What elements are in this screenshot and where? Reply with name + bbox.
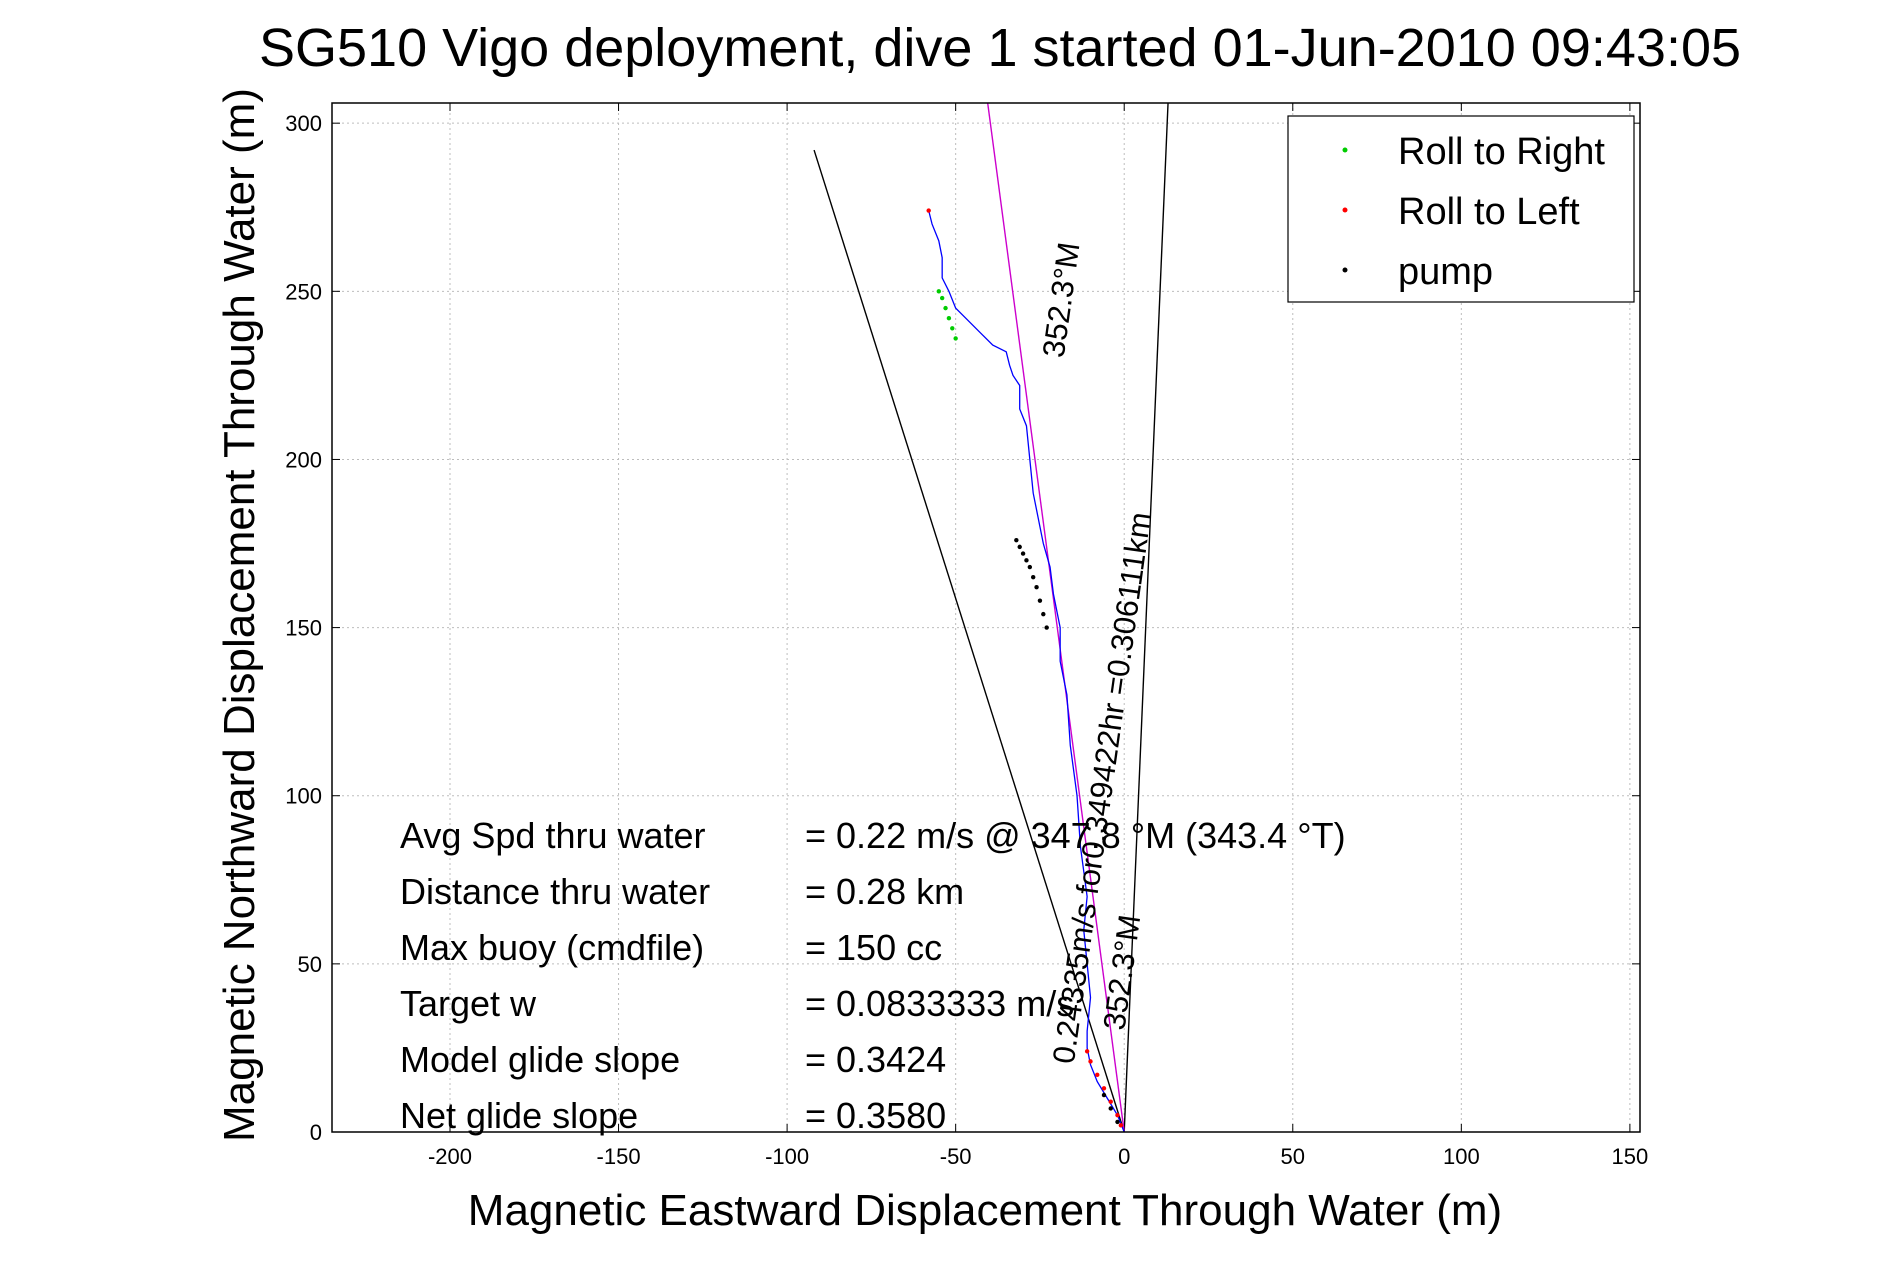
reference-lines [813,102,1169,1133]
point-pump [1034,585,1039,590]
point-roll-to-right [943,305,948,311]
y-tick-label: 50 [298,952,322,977]
stats-block: Avg Spd thru water = 0.22 m/s @ 347.8 °M … [400,815,1346,1136]
point-roll-to-left [1118,1123,1124,1128]
plot-frame [331,102,1641,1133]
reference-line [1123,102,1169,1133]
reference-line [813,149,1125,1133]
stat-label: Distance thru water [400,871,710,912]
point-pump [1017,544,1022,550]
point-roll-to-left [1101,1086,1107,1091]
point-pump [1108,1106,1113,1111]
stat-label: Model glide slope [400,1039,680,1080]
point-pump [1115,1119,1120,1125]
x-tick-label: -150 [597,1144,641,1169]
x-tick-label: 100 [1443,1144,1480,1169]
legend-label: Roll to Left [1398,191,1580,233]
x-tick-label: 50 [1281,1144,1305,1169]
chart-title: SG510 Vigo deployment, dive 1 started 01… [259,18,1741,78]
y-tick-label: 0 [310,1120,322,1145]
point-pump [1044,625,1049,630]
stat-value: = 0.3424 [805,1039,946,1080]
stat-label: Avg Spd thru water [400,815,706,856]
stat-value: = 0.3580 [805,1095,946,1136]
point-roll-to-right [953,336,958,341]
stat-label: Max buoy (cmdfile) [400,927,704,968]
y-axis-label: Magnetic Northward Displacement Through … [215,88,264,1142]
reference-line [986,102,1125,1133]
x-axis-label: Magnetic Eastward Displacement Through W… [468,1186,1502,1235]
stat-value: = 0.0833333 m/s [805,983,1074,1024]
y-tick-label: 250 [285,279,322,304]
stat-value: = 150 cc [805,927,942,968]
point-pump [1014,537,1019,543]
point-pump [1037,598,1043,603]
point-roll-to-left [926,208,931,213]
y-tick-label: 200 [285,447,322,472]
stat-label: Net glide slope [400,1095,638,1136]
point-pump [1027,564,1033,570]
series [926,208,1125,1133]
point-roll-to-right [950,326,955,331]
point-roll-to-left [1095,1072,1100,1078]
point-roll-to-right [946,316,952,321]
legend-label: Roll to Right [1398,131,1605,173]
legend-label: pump [1398,251,1493,293]
point-roll-to-right [936,289,942,294]
x-tick-label: -200 [428,1144,472,1169]
point-roll-to-left [1088,1059,1093,1064]
point-pump [1030,574,1036,580]
x-tick-label: -100 [765,1144,809,1169]
point-roll-to-right [939,295,945,301]
legend: Roll to Right Roll to Left pump [1287,115,1635,303]
stat-value: = 0.22 m/s @ 347.8 °M (343.4 °T) [805,815,1346,856]
point-pump [1101,1092,1107,1098]
legend-marker [1342,207,1348,213]
legend-marker [1342,267,1348,273]
x-tick-label: -50 [940,1144,972,1169]
x-tick-label: 0 [1118,1144,1130,1169]
track-line [928,210,1125,1133]
point-pump [1024,558,1029,563]
y-tick-label: 100 [285,784,322,809]
point-roll-to-left [1115,1112,1120,1118]
point-pump [1041,611,1046,617]
legend-marker [1342,147,1348,153]
x-tick-label: 150 [1612,1144,1649,1169]
stat-label: Target w [400,983,537,1024]
point-roll-to-left [1084,1049,1090,1054]
point-roll-to-left [1108,1099,1113,1104]
stat-value: = 0.28 km [805,871,964,912]
y-tick-label: 300 [285,111,322,136]
tick-labels: -200 -150 -100 -50 0 50 100 150 0 50 100 150 200 250 3… [285,103,1648,1169]
point-pump [1020,551,1026,556]
y-tick-label: 150 [285,616,322,641]
